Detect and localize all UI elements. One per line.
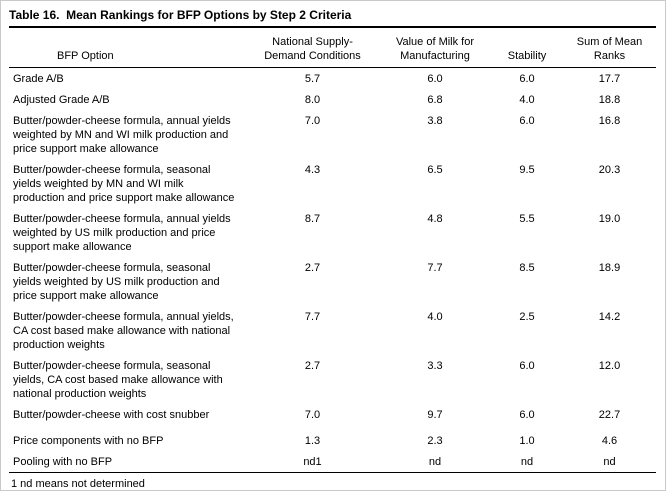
bfp-option-label: Butter/powder-cheese formula, seasonal y… [13,164,235,204]
value-of-milk-value: 3.3 [427,360,443,372]
stability-value: 6.0 [519,409,535,421]
national-supply-demand-value: 2.7 [304,262,321,274]
table-row: Butter/powder-cheese formula, annual yie… [9,110,656,159]
table-body: Grade A/B 5.7 6.0 6.0 17.7 Adjusted Grad… [9,68,656,473]
bfp-option-label: Butter/powder-cheese formula, seasonal y… [13,262,220,302]
sum-of-mean-ranks-value: 12.0 [598,360,621,372]
national-supply-demand-value: 4.3 [304,164,321,176]
bfp-option-label: Pooling with no BFP [13,456,113,468]
table-row: Price components with no BFP 1.3 2.3 1.0… [9,425,656,451]
col-header-sum-of-mean-ranks: Sum of Mean Ranks [563,28,656,68]
national-supply-demand-value: 2.7 [304,360,321,372]
national-supply-demand-value: nd1 [303,456,322,468]
header-row: BFP Option National Supply- Demand Condi… [9,28,656,68]
value-of-milk-value: 2.3 [427,435,443,447]
stability-value: 5.5 [519,213,535,225]
value-of-milk-value: 6.5 [427,164,443,176]
table-row: Grade A/B 5.7 6.0 6.0 17.7 [9,68,656,90]
bfp-option-label: Price components with no BFP [13,435,164,447]
col-header-bfp-option: BFP Option [9,28,246,68]
col-header-value-of-milk: Value of Milk for Manufacturing [379,28,491,68]
title-rule [9,26,656,28]
bfp-option-label: Butter/powder-cheese formula, seasonal y… [13,360,223,400]
value-of-milk-value: 9.7 [427,409,443,421]
table-row: Butter/powder-cheese formula, seasonal y… [9,257,656,306]
stability-value: nd [520,456,534,468]
table-row: Butter/powder-cheese with cost snubber 7… [9,404,656,425]
value-of-milk-value: 7.7 [427,262,443,274]
table-header: BFP Option National Supply- Demand Condi… [9,28,656,68]
value-of-milk-value: nd [428,456,442,468]
table-row: Butter/powder-cheese formula, annual yie… [9,306,656,355]
value-of-milk-value: 4.8 [427,213,443,225]
national-supply-demand-value: 8.0 [304,94,321,106]
sum-of-mean-ranks-value: nd [603,456,616,468]
table-row: Pooling with no BFP nd1 nd nd nd [9,451,656,472]
national-supply-demand-value: 7.0 [304,115,321,127]
sum-of-mean-ranks-value: 17.7 [598,73,621,85]
value-of-milk-value: 6.8 [427,94,443,106]
bfp-option-label: Butter/powder-cheese formula, annual yie… [13,213,231,253]
sum-of-mean-ranks-value: 19.0 [598,213,621,225]
stability-value: 4.0 [519,94,535,106]
sum-of-mean-ranks-value: 14.2 [598,311,621,323]
stability-value: 9.5 [519,164,535,176]
value-of-milk-value: 3.8 [427,115,443,127]
national-supply-demand-value: 7.7 [304,311,321,323]
stability-value: 1.0 [519,435,535,447]
col-header-stability: Stability [491,28,563,68]
sum-of-mean-ranks-value: 16.8 [598,115,621,127]
national-supply-demand-value: 1.3 [304,435,321,447]
bfp-option-label: Butter/powder-cheese formula, annual yie… [13,311,234,351]
stability-value: 2.5 [519,311,535,323]
national-supply-demand-value: 7.0 [304,409,321,421]
stability-value: 6.0 [519,73,535,85]
footnote: 1 nd means not determined [11,478,145,490]
bfp-option-label: Adjusted Grade A/B [13,94,110,106]
table-row: Butter/powder-cheese formula, seasonal y… [9,159,656,208]
value-of-milk-value: 4.0 [427,311,443,323]
bfp-option-label: Grade A/B [13,73,64,85]
bfp-option-label: Butter/powder-cheese formula, annual yie… [13,115,231,155]
value-of-milk-value: 6.0 [427,73,443,85]
rankings-table: BFP Option National Supply- Demand Condi… [9,28,656,472]
stability-value: 8.5 [519,262,535,274]
table-row: Adjusted Grade A/B 8.0 6.8 4.0 18.8 [9,89,656,110]
sum-of-mean-ranks-value: 4.6 [601,435,618,447]
sum-of-mean-ranks-value: 18.9 [598,262,621,274]
national-supply-demand-value: 8.7 [304,213,321,225]
table-row: Butter/powder-cheese formula, annual yie… [9,208,656,257]
stability-value: 6.0 [519,115,535,127]
national-supply-demand-value: 5.7 [304,73,321,85]
table-title: Table 16. Mean Rankings for BFP Options … [9,8,352,22]
footnote-rule [9,472,656,473]
stability-value: 6.0 [519,360,535,372]
sum-of-mean-ranks-value: 18.8 [598,94,621,106]
col-header-national-supply-demand: National Supply- Demand Conditions [246,28,379,68]
bfp-option-label: Butter/powder-cheese with cost snubber [13,409,210,421]
table-row: Butter/powder-cheese formula, seasonal y… [9,355,656,404]
sum-of-mean-ranks-value: 20.3 [598,164,621,176]
sum-of-mean-ranks-value: 22.7 [598,409,621,421]
